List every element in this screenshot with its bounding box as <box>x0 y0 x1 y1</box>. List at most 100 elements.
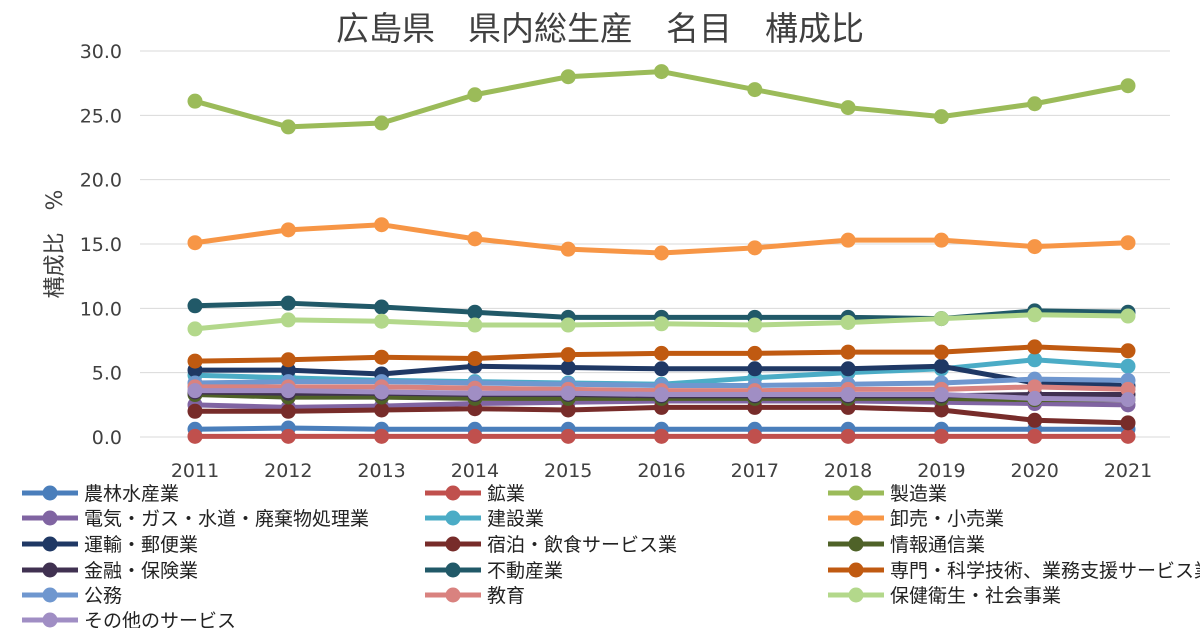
data-point <box>933 311 949 327</box>
data-point <box>654 345 669 361</box>
legend-swatch-marker <box>848 587 864 603</box>
data-point <box>933 387 949 403</box>
legend-item: 保健衛生・社会事業 <box>828 585 1061 607</box>
y-axis-ticks: 0.0 5.0 10.0 15.0 20.0 25.0 30.0 <box>80 41 122 449</box>
data-point <box>560 317 576 333</box>
legend-label: 卸売・小売業 <box>890 508 1004 530</box>
legend-swatch-marker <box>848 536 864 552</box>
data-point <box>467 351 483 367</box>
x-tick-label: 2012 <box>264 460 312 482</box>
y-tick-label: 10.0 <box>80 298 122 320</box>
legend-item: 宿泊・飲食サービス業 <box>425 534 677 556</box>
legend-label: 教育 <box>487 585 525 607</box>
data-point <box>1027 339 1043 355</box>
data-point <box>654 64 669 80</box>
data-point <box>1027 379 1043 395</box>
data-point <box>280 295 296 311</box>
data-point <box>374 384 390 400</box>
x-tick-label: 2011 <box>171 460 219 482</box>
data-point <box>280 119 296 135</box>
data-point <box>1120 235 1136 251</box>
legend-item: 運輸・郵便業 <box>22 534 198 556</box>
y-tick-label: 0.0 <box>92 427 122 449</box>
data-point <box>1120 78 1136 94</box>
x-tick-label: 2019 <box>917 460 965 482</box>
data-point <box>187 298 203 314</box>
x-tick-label: 2018 <box>824 460 872 482</box>
series-11 <box>187 339 1136 369</box>
data-point <box>280 428 296 444</box>
data-point <box>467 231 483 247</box>
legend-item: 製造業 <box>828 483 947 505</box>
series-line <box>194 69 1129 130</box>
data-point <box>560 385 576 401</box>
data-point <box>187 353 203 369</box>
legend-item: 鉱業 <box>425 483 525 505</box>
legend-item: 専門・科学技術、業務支援サービス業 <box>828 560 1200 582</box>
data-point <box>933 358 949 374</box>
data-point <box>187 383 203 399</box>
data-point <box>933 109 949 125</box>
legend-label: 金融・保険業 <box>84 560 198 582</box>
data-point <box>654 361 669 377</box>
data-point <box>840 314 856 330</box>
data-point <box>187 235 203 251</box>
legend-item: 公務 <box>22 585 122 607</box>
legend-item: 建設業 <box>425 508 544 530</box>
data-point <box>374 428 390 444</box>
data-point <box>1027 428 1043 444</box>
legend-swatch-marker <box>445 510 461 526</box>
legend-label: 電気・ガス・水道・廃棄物処理業 <box>84 508 369 530</box>
series-7 <box>187 399 1136 431</box>
data-point <box>1027 307 1043 323</box>
legend-swatch-marker <box>445 587 461 603</box>
data-point <box>280 383 296 399</box>
data-point <box>747 317 763 333</box>
legend-swatch-marker <box>42 562 58 578</box>
x-tick-label: 2013 <box>357 460 405 482</box>
legend-swatch-marker <box>848 562 864 578</box>
chart-title: 広島県 県内総生産 名目 構成比 <box>336 9 864 48</box>
data-point <box>560 241 576 257</box>
legend-label: 建設業 <box>487 508 544 530</box>
data-point <box>1120 415 1136 431</box>
y-axis-label: 構成比 % <box>43 190 68 299</box>
data-point <box>374 299 390 315</box>
legend-label: その他のサービス <box>84 610 236 628</box>
data-point <box>933 402 949 418</box>
data-point <box>1120 428 1136 444</box>
data-point <box>467 87 483 103</box>
data-point <box>1120 381 1136 397</box>
data-point <box>187 403 203 419</box>
data-point <box>1027 352 1043 368</box>
x-axis-ticks: 2011 2012 2013 2014 2015 2016 2017 2018 2019 2020… <box>171 460 1152 482</box>
y-tick-label: 15.0 <box>80 234 122 256</box>
y-tick-label: 20.0 <box>80 170 122 192</box>
data-point <box>747 240 763 256</box>
legend-label: 鉱業 <box>487 483 525 505</box>
legend-item: 金融・保険業 <box>22 560 198 582</box>
data-point <box>1120 308 1136 324</box>
series-2 <box>187 64 1136 135</box>
legend-item: その他のサービス <box>22 610 236 628</box>
legend-label: 専門・科学技術、業務支援サービス業 <box>890 560 1200 582</box>
legend-swatch-marker <box>42 612 58 628</box>
legend-swatch-marker <box>445 485 461 501</box>
data-point <box>467 317 483 333</box>
data-point <box>467 385 483 401</box>
data-point <box>1120 358 1136 374</box>
data-point <box>654 316 669 332</box>
data-point <box>933 428 949 444</box>
legend-item: 情報通信業 <box>828 534 985 556</box>
series-lines <box>187 64 1136 444</box>
data-point <box>187 428 203 444</box>
data-point <box>560 360 576 376</box>
legend-label: 運輸・郵便業 <box>84 534 198 556</box>
data-point <box>840 428 856 444</box>
data-point <box>374 217 390 233</box>
data-point <box>840 232 856 248</box>
x-tick-label: 2017 <box>731 460 779 482</box>
legend-item: 電気・ガス・水道・廃棄物処理業 <box>22 508 369 530</box>
